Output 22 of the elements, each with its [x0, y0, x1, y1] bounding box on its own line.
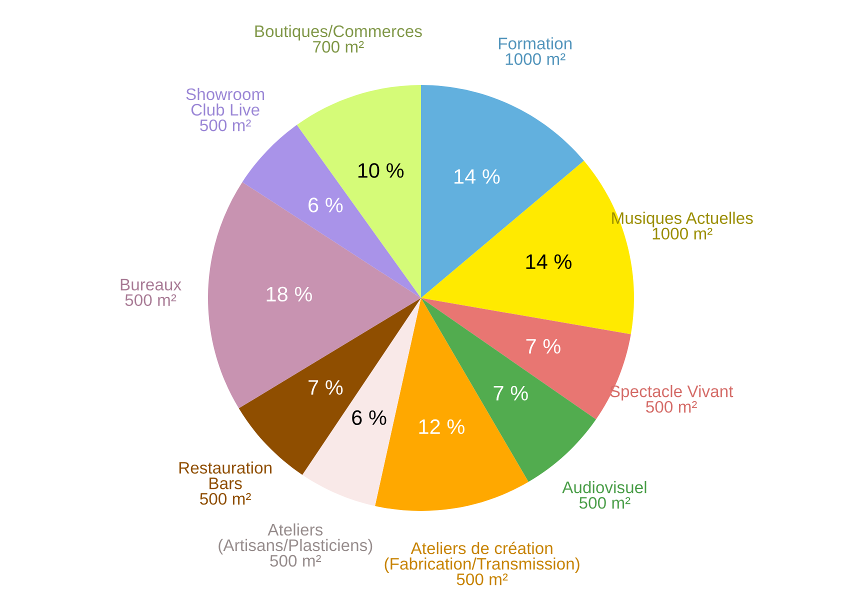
- data-label: 6 %: [352, 410, 386, 425]
- slice-label: Showroom Club Live 500 m²: [186, 88, 264, 132]
- slice-label: Bureaux 500 m²: [120, 278, 182, 306]
- data-label: 7 %: [494, 386, 528, 400]
- pie-slice: [421, 85, 584, 298]
- slice-label: Ateliers (Artisans/Plasticiens) 500 m²: [218, 523, 372, 567]
- data-label: 10 %: [358, 163, 404, 178]
- slice-label: Restauration Bars 500 m²: [179, 461, 272, 505]
- data-label: 14 %: [454, 169, 500, 184]
- slice-label: Ateliers de création (Fabrication/Transmission) 500 m²: [384, 542, 580, 586]
- data-label: 7 %: [308, 380, 343, 395]
- pie-slice: [421, 298, 596, 482]
- data-label: 7 %: [526, 338, 560, 354]
- pie-slice: [208, 182, 421, 408]
- slice-label: Boutiques/Commerces 700 m²: [255, 24, 422, 53]
- slice-label: Formation 1000 m²: [498, 37, 572, 65]
- data-label: 6 %: [308, 198, 343, 212]
- data-label: 14 %: [526, 254, 572, 269]
- slice-label: Spectacle Vivant 500 m²: [610, 385, 734, 413]
- data-label: 12 %: [419, 419, 464, 434]
- slice-label: Audiovisuel 500 m²: [562, 481, 646, 509]
- data-label: 18 %: [266, 286, 312, 302]
